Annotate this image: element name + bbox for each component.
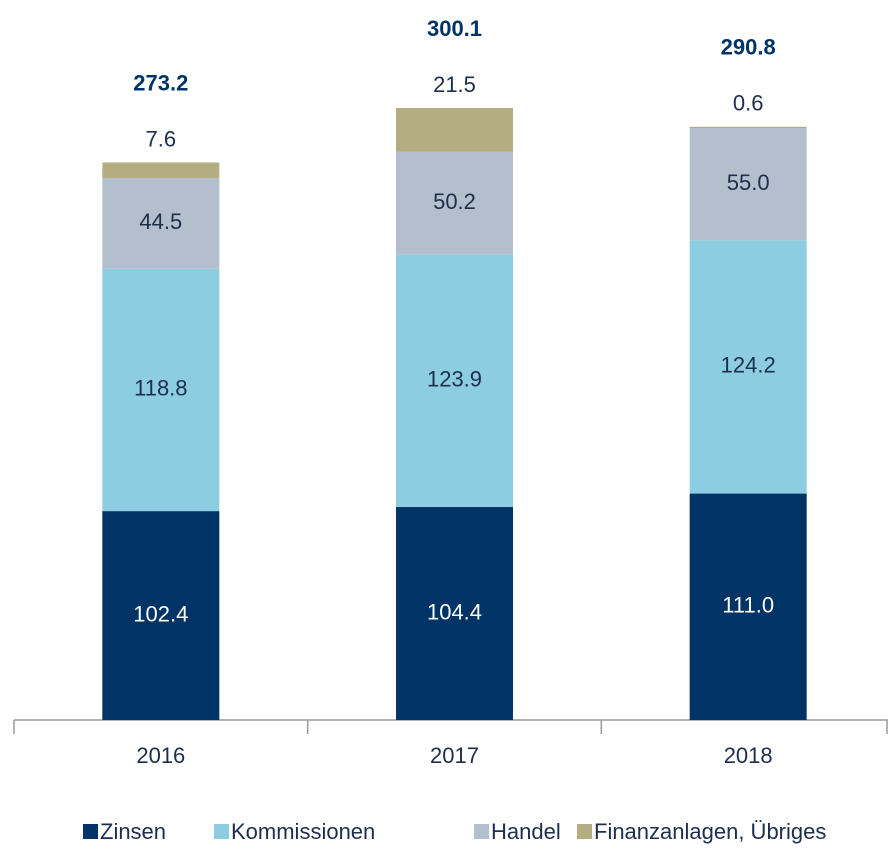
value-label: 21.5 (433, 72, 476, 97)
x-tick-label: 2016 (136, 743, 185, 768)
value-label: 0.6 (733, 91, 764, 116)
bar-segment (102, 177, 220, 269)
value-label: 123.9 (427, 366, 482, 391)
legend-swatch (577, 824, 592, 839)
value-label: 55.0 (727, 170, 770, 195)
bar-segment (396, 151, 513, 255)
value-label: 104.4 (427, 599, 482, 624)
legend-swatch (83, 824, 98, 839)
legend-label: Kommissionen (231, 819, 375, 844)
bar-segment (689, 127, 807, 241)
legend-swatch (474, 824, 489, 839)
x-tick-label: 2018 (724, 743, 773, 768)
value-label: 7.6 (146, 126, 177, 151)
value-label: 111.0 (722, 593, 774, 618)
value-label: 118.8 (134, 376, 187, 401)
bar-segment (396, 108, 513, 152)
value-label: 44.5 (139, 209, 182, 234)
total-label: 290.8 (721, 35, 776, 60)
bar-segment (102, 162, 220, 178)
legend-label: Handel (491, 819, 561, 844)
bar-segment (689, 493, 807, 720)
bar-segment (689, 126, 807, 128)
bar-segment (396, 254, 513, 508)
bar-segment (102, 268, 220, 512)
value-label: 50.2 (433, 189, 476, 214)
total-label: 300.1 (427, 16, 482, 41)
total-label: 273.2 (133, 70, 188, 95)
value-label: 102.4 (133, 601, 188, 626)
legend-label: Zinsen (100, 819, 166, 844)
value-label: 124.2 (721, 353, 776, 378)
legend-label: Finanzanlagen, Übriges (594, 819, 826, 844)
x-tick-label: 2017 (430, 743, 479, 768)
bar-segment (102, 511, 220, 720)
bar-segment (689, 240, 807, 494)
bar-segment (396, 507, 513, 720)
legend-swatch (214, 824, 229, 839)
